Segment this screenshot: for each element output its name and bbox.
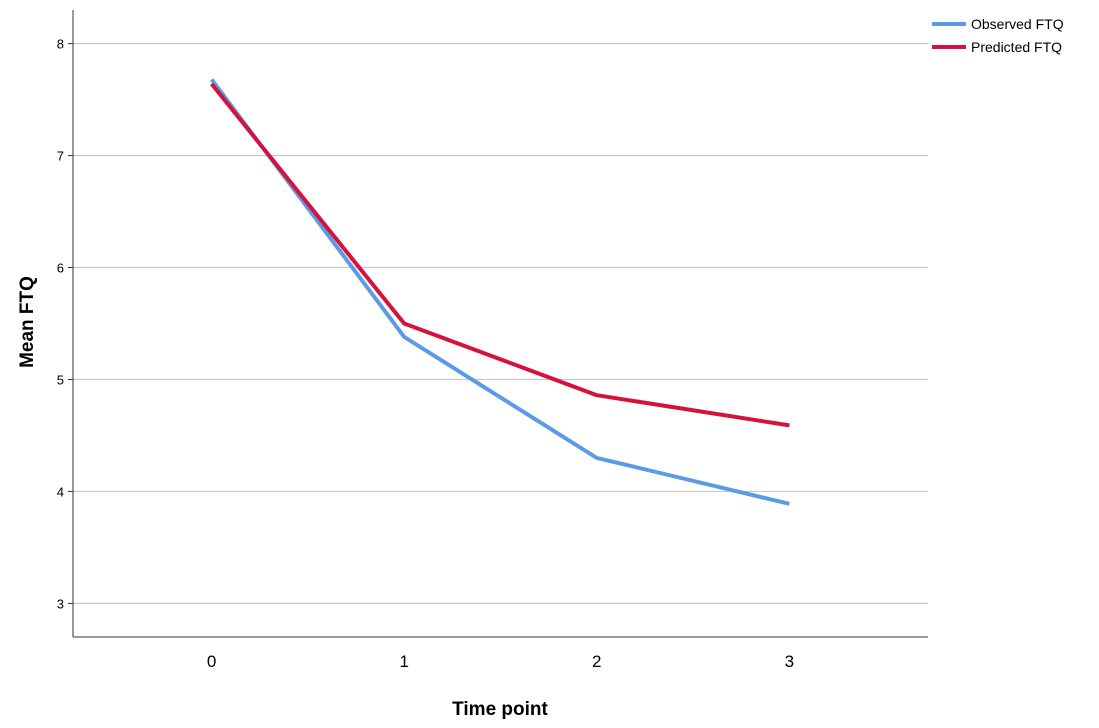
y-tick-labels: 3 4 5 6 7 8 — [57, 37, 73, 611]
series-lines — [209, 78, 790, 506]
x-tick-label: 0 — [207, 652, 216, 671]
y-tick-label: 5 — [57, 372, 64, 387]
x-tick-labels: 0 1 2 3 — [207, 652, 794, 671]
legend-label: Predicted FTQ — [971, 39, 1062, 55]
legend-label: Observed FTQ — [971, 16, 1064, 32]
y-tick-label: 8 — [57, 37, 64, 52]
series-line-predicted-ftq — [210, 82, 790, 428]
x-tick-label: 1 — [399, 652, 408, 671]
x-axis-title: Time point — [452, 699, 548, 720]
y-tick-label: 3 — [57, 596, 64, 611]
x-tick-label: 3 — [785, 652, 794, 671]
y-tick-label: 7 — [57, 149, 64, 164]
y-tick-label: 4 — [57, 484, 64, 499]
y-tick-label: 6 — [57, 261, 64, 276]
series-line-observed-ftq — [209, 78, 790, 506]
legend: Observed FTQ Predicted FTQ — [932, 16, 1064, 55]
gridlines — [73, 42, 928, 605]
axes — [72, 10, 928, 638]
y-axis-title: Mean FTQ — [17, 276, 38, 368]
x-tick-label: 2 — [592, 652, 601, 671]
